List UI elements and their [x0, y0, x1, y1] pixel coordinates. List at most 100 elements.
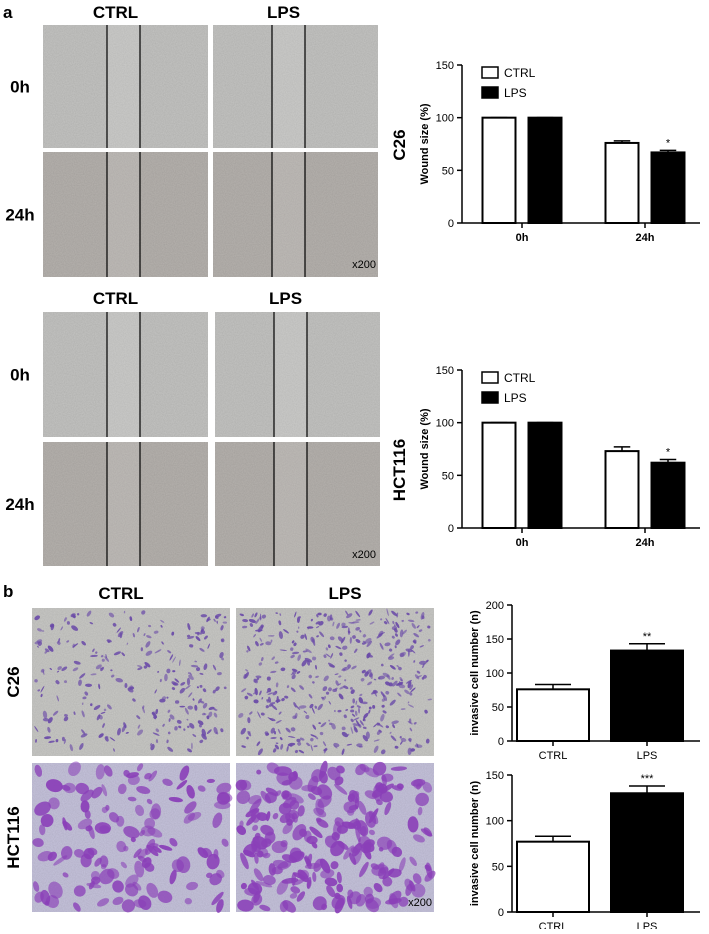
- stained-cell: [90, 703, 93, 707]
- stained-cell: [34, 615, 41, 621]
- stained-cell: [354, 710, 358, 716]
- stained-cell: [127, 796, 137, 802]
- stained-cell: [414, 744, 423, 748]
- stained-cell: [212, 812, 223, 829]
- stained-cell: [358, 746, 363, 748]
- stained-cell: [345, 610, 349, 616]
- stained-cell: [306, 835, 318, 845]
- stained-cell: [207, 643, 210, 649]
- stained-cell: [378, 675, 386, 680]
- stained-cell: [186, 635, 195, 640]
- stained-cell: [274, 661, 279, 664]
- stained-cell: [337, 709, 342, 713]
- stained-cell: [310, 744, 313, 752]
- stained-cell: [216, 899, 224, 913]
- significance: ***: [641, 773, 655, 785]
- stained-cell: [186, 718, 189, 721]
- stained-cell: [197, 631, 200, 636]
- stained-cell: [184, 801, 197, 814]
- stained-cell: [304, 855, 312, 869]
- y-tick-label: 150: [486, 770, 504, 782]
- stained-cell: [146, 635, 152, 639]
- stained-cell: [390, 766, 407, 771]
- stained-cell: [362, 734, 368, 742]
- stained-cell: [36, 645, 40, 648]
- stained-cell: [346, 743, 353, 746]
- stained-cell: [361, 701, 368, 705]
- stained-cell: [317, 612, 322, 616]
- stained-cell: [418, 629, 423, 632]
- stained-cell: [52, 710, 59, 716]
- y-tick-label: 50: [442, 470, 454, 482]
- stained-cell: [150, 743, 155, 751]
- stained-cell: [412, 873, 422, 884]
- stained-cell: [44, 736, 52, 740]
- stained-cell: [144, 817, 156, 829]
- stained-cell: [176, 719, 182, 724]
- stained-cell: [169, 869, 177, 885]
- stained-cell: [197, 720, 204, 726]
- stained-cell: [316, 614, 319, 618]
- stained-cell: [107, 868, 120, 879]
- stained-cell: [254, 687, 258, 696]
- stained-cell: [136, 786, 151, 794]
- stained-cell: [265, 641, 272, 646]
- legend-label: CTRL: [504, 66, 536, 80]
- stained-cell: [339, 686, 345, 690]
- stained-cell: [184, 898, 192, 905]
- stained-cell: [275, 719, 282, 724]
- stained-cell: [215, 686, 220, 692]
- stained-cell: [174, 700, 180, 704]
- stained-cell: [383, 621, 388, 625]
- stained-cell: [265, 811, 271, 822]
- stained-cell: [292, 770, 298, 778]
- stained-cell: [368, 810, 379, 825]
- stained-cell: [37, 689, 41, 692]
- stained-cell: [86, 610, 92, 617]
- stained-cell: [187, 705, 193, 710]
- stained-cell: [385, 681, 391, 686]
- stained-cell: [299, 737, 305, 741]
- stained-cell: [391, 720, 399, 725]
- stained-cell: [167, 650, 172, 654]
- stained-cell: [100, 864, 107, 870]
- stained-cell: [47, 717, 53, 724]
- stained-cell: [424, 709, 428, 714]
- stained-cell: [246, 650, 249, 653]
- stained-cell: [113, 651, 121, 656]
- stained-cell: [391, 785, 403, 791]
- stained-cell: [48, 740, 55, 743]
- micrograph: [215, 442, 380, 566]
- stained-cell: [409, 880, 416, 892]
- stained-cell: [351, 713, 356, 717]
- stained-cell: [72, 643, 75, 649]
- micrograph: [215, 312, 380, 437]
- stained-cell: [110, 669, 113, 672]
- stained-cell: [78, 679, 82, 686]
- y-tick-label: 150: [436, 60, 454, 72]
- stained-cell: [291, 872, 296, 886]
- stained-cell: [408, 737, 412, 742]
- stained-cell: [94, 857, 102, 867]
- stained-cell: [212, 664, 217, 671]
- stained-cell: [237, 899, 254, 912]
- stained-cell: [334, 673, 339, 676]
- stained-cell: [349, 686, 353, 690]
- stained-cell: [347, 793, 356, 803]
- stained-cell: [410, 687, 416, 693]
- stained-cell: [271, 656, 275, 661]
- stained-cell: [346, 613, 353, 619]
- stained-cell: [256, 741, 261, 747]
- stained-cell: [368, 829, 375, 836]
- y-tick-label: 200: [486, 600, 504, 612]
- stained-cell: [337, 841, 349, 850]
- stained-cell: [416, 675, 422, 678]
- stained-cell: [146, 882, 159, 898]
- stained-cell: [68, 761, 81, 777]
- stained-cell: [236, 790, 251, 805]
- stained-cell: [241, 745, 246, 748]
- stained-cell: [32, 838, 44, 848]
- stained-cell: [341, 666, 348, 671]
- wound-area: [107, 152, 140, 277]
- stained-cell: [40, 685, 45, 693]
